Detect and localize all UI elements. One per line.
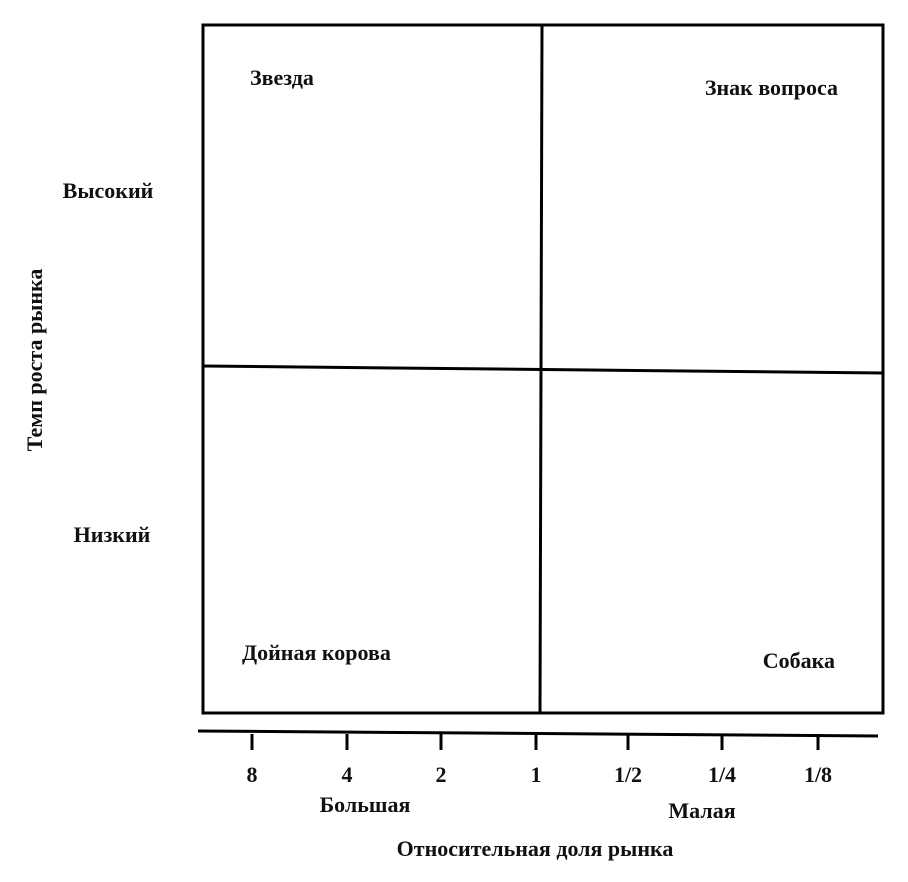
x-axis-line	[197, 729, 879, 738]
tick-label: 1/4	[708, 762, 736, 787]
tick-label: 8	[247, 762, 258, 787]
x-label: Большая	[320, 792, 411, 817]
quadrant-label: Собака	[763, 648, 835, 673]
quadrant-label: Дойная корова	[242, 640, 391, 665]
x-label: Малая	[668, 798, 735, 823]
tick-label: 1	[531, 762, 542, 787]
x-ticks: 8 4 2 1 1/2 1/4 1/8	[247, 734, 832, 787]
y-axis-title: Темп роста рынка	[22, 269, 47, 452]
horizontal-divider	[202, 364, 884, 375]
y-label: Высокий	[63, 178, 154, 203]
matrix-frame	[201, 23, 885, 715]
y-label: Низкий	[74, 522, 151, 547]
quadrant-label: Знак вопроса	[705, 75, 838, 100]
tick-label: 4	[342, 762, 353, 787]
tick-label: 1/8	[804, 762, 832, 787]
tick-label: 2	[436, 762, 447, 787]
quadrant-label: Звезда	[250, 65, 314, 90]
tick-label: 1/2	[614, 762, 642, 787]
x-axis-title: Относительная доля рынка	[397, 836, 674, 861]
